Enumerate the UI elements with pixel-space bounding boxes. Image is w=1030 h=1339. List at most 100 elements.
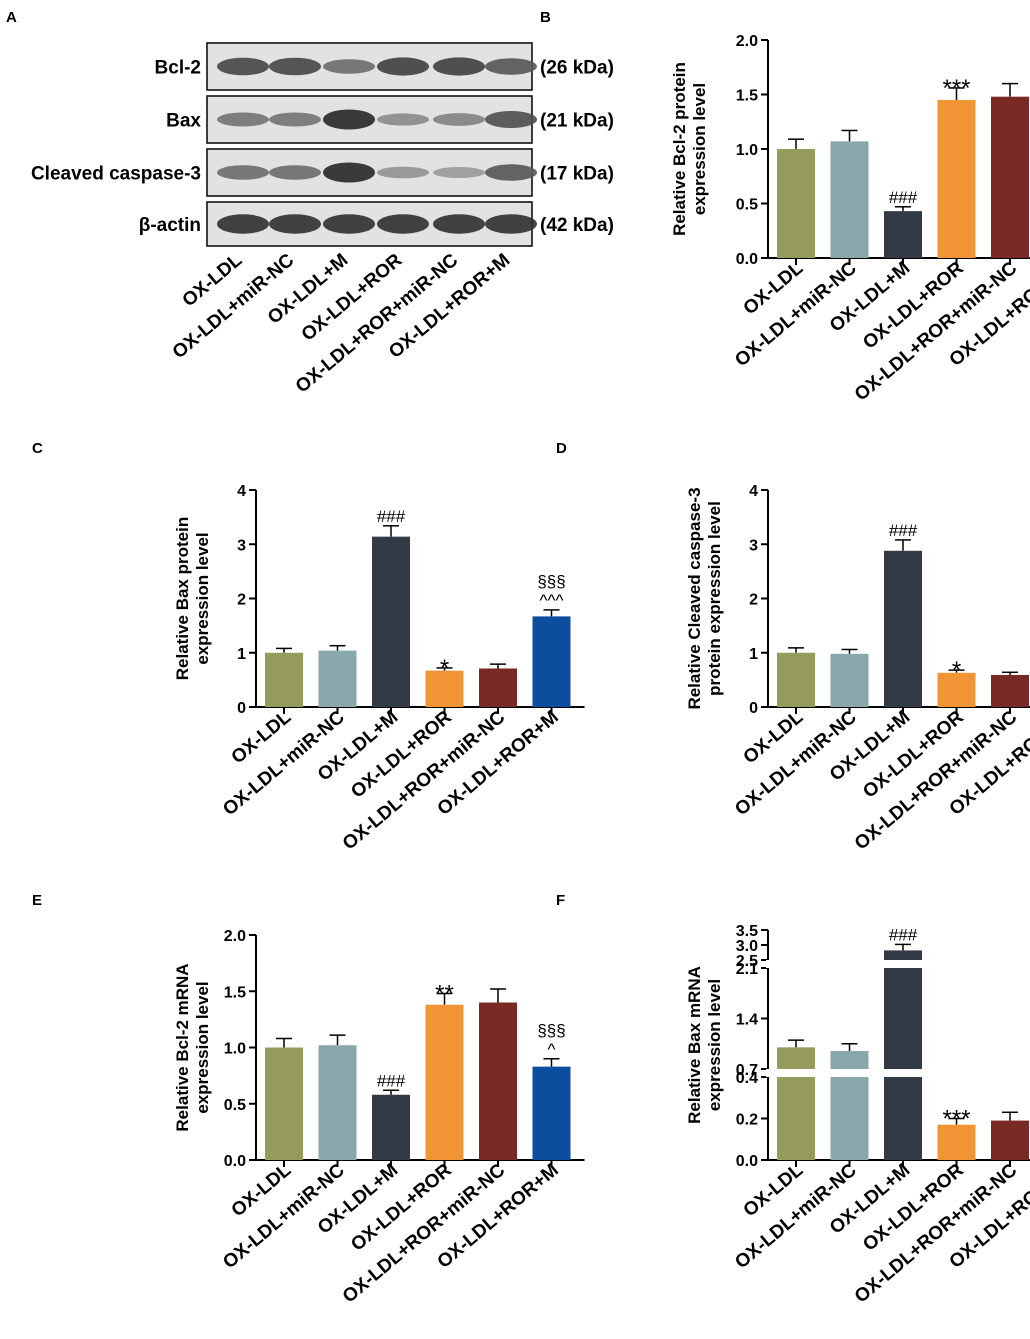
blot-band [217,165,269,180]
band-size-label: (42 kDa) [540,215,614,236]
bar-5 [479,1002,517,1160]
blot-band [377,166,429,179]
bar-5 [479,668,517,707]
blot-band [485,111,537,128]
y-tick-label: 0.5 [224,1097,246,1114]
y-axis-title-line: Relative Bax mRNA [685,966,704,1124]
significance-marker: *** [942,75,970,102]
y-axis-title-line: Relative Cleaved caspase-3 [685,487,704,709]
panel-letter-b: B [540,9,551,26]
bar-1 [777,149,815,258]
y-tick-label: 1.0 [736,142,758,159]
bar-5 [991,96,1029,259]
y-tick-label: 1 [237,646,246,663]
blot-band [433,113,485,126]
significance-marker: * [440,655,449,682]
y-axis-title: Relative Bcl-2 proteinexpression level [670,62,709,236]
significance-marker: §§§ [537,1021,565,1040]
y-axis-title: Relative Cleaved caspase-3protein expres… [685,487,724,709]
y-tick-label: 2 [237,592,246,609]
y-tick-label: 0.7 [736,1062,758,1079]
significance-marker: ^^^ [540,591,564,610]
bar-6 [532,616,571,707]
panel-letter-c: C [32,440,43,457]
y-axis-title-line: expression level [690,83,709,215]
panel-letter-d: D [556,440,567,457]
y-tick-label: 3.0 [736,938,758,955]
bar-2 [318,650,357,707]
band-label: Bax [166,111,201,132]
blot-band [269,214,321,234]
bar-2 [830,653,869,707]
y-tick-label: 3 [237,537,246,554]
bar-3 [372,1094,410,1160]
y-tick-label: 3 [749,537,758,554]
band-size-label: (17 kDa) [540,164,614,185]
y-tick-label: 2.0 [224,928,246,945]
y-tick-label: 0 [237,700,246,717]
blot-band [433,57,485,76]
bar-1 [265,652,303,707]
band-label: Cleaved caspase-3 [31,164,201,185]
y-tick-label: 2 [749,592,758,609]
y-axis-title: Relative Bax mRNAexpression level [685,966,724,1124]
y-tick-label: 3.5 [736,923,758,940]
y-axis-title: Relative Bax proteinexpression level [173,517,212,680]
significance-marker: *** [942,1106,970,1133]
blot-band [433,214,485,234]
y-axis-title: Relative Bcl-2 mRNAexpression level [173,963,212,1131]
bar-2 [318,1045,357,1160]
blot-band [377,214,429,234]
blot-band [485,164,537,181]
y-tick-label: 0.0 [736,251,758,268]
y-tick-label: 2.0 [736,33,758,50]
blot-band [269,112,321,127]
y-tick-label: 0.5 [736,197,758,214]
y-tick-label: 4 [749,483,758,500]
bar-1 [777,1047,815,1160]
y-axis-title-line: expression level [193,532,212,664]
band-label: Bcl-2 [155,58,201,79]
significance-marker: ** [435,981,454,1008]
bar-3 [884,211,922,258]
y-tick-label: 0.0 [224,1153,246,1170]
panel-letter-e: E [32,892,42,909]
bar-3 [884,950,922,1160]
y-axis-title-line: Relative Bax protein [173,517,192,680]
y-tick-label: 1.5 [224,984,246,1001]
bar-5 [991,1120,1029,1160]
blot-band [485,214,537,234]
significance-marker: §§§ [537,572,565,591]
band-size-label: (21 kDa) [540,111,614,132]
blot-band [377,113,429,126]
blot-band [485,58,537,75]
significance-marker: ### [377,1071,406,1090]
blot-band [323,109,375,130]
significance-marker: ### [889,188,918,207]
significance-marker: ### [377,507,406,526]
y-tick-label: 0.4 [736,1070,758,1087]
panel-letter-a: A [6,9,17,26]
y-tick-label: 1 [749,646,758,663]
y-axis-title-line: Relative Bcl-2 mRNA [173,963,192,1131]
y-tick-label: 1.4 [736,1012,758,1029]
bar-4 [937,672,976,707]
bar-4 [937,99,976,258]
axis-break-gap [766,960,1030,968]
y-tick-label: 0.2 [736,1112,758,1129]
y-tick-label: 4 [237,483,246,500]
blot-band [217,214,269,234]
axis-break-gap [766,1069,1030,1077]
blot-band [323,59,375,74]
y-tick-label: 0 [749,700,758,717]
blot-band [323,162,375,183]
bar-1 [265,1047,303,1160]
significance-marker: * [952,657,961,684]
significance-marker: ### [889,925,918,944]
y-axis-title-line: expression level [705,979,724,1111]
band-size-label: (26 kDa) [540,58,614,79]
y-axis-title-line: protein expression level [705,501,724,696]
bar-4 [425,670,464,707]
blot-band [217,112,269,127]
